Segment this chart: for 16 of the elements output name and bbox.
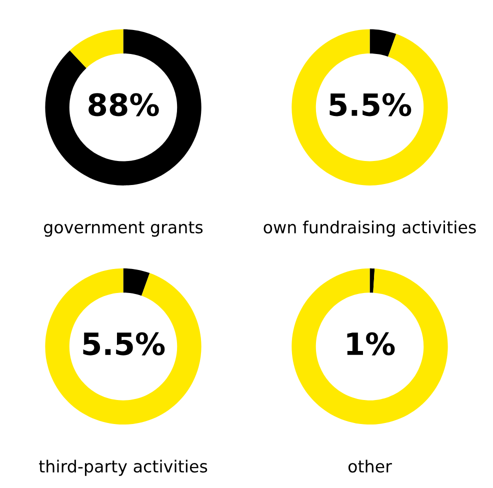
donut-slice <box>370 268 375 293</box>
text: 5.5% <box>83 332 165 356</box>
donut-slice <box>123 268 150 296</box>
text: government grants <box>44 222 203 237</box>
donut-slice <box>70 29 124 68</box>
text: 1% <box>347 332 395 356</box>
donut-slice <box>45 268 202 425</box>
text: third-party activities <box>39 460 208 476</box>
donut-slice <box>45 29 202 186</box>
donut-slice <box>370 29 396 57</box>
text: other <box>348 460 392 473</box>
donut-slice <box>292 29 448 186</box>
donut-slice <box>292 268 448 425</box>
text: 5.5% <box>330 93 412 116</box>
text: own fundraising activities <box>264 220 476 237</box>
text: 88% <box>88 93 159 116</box>
